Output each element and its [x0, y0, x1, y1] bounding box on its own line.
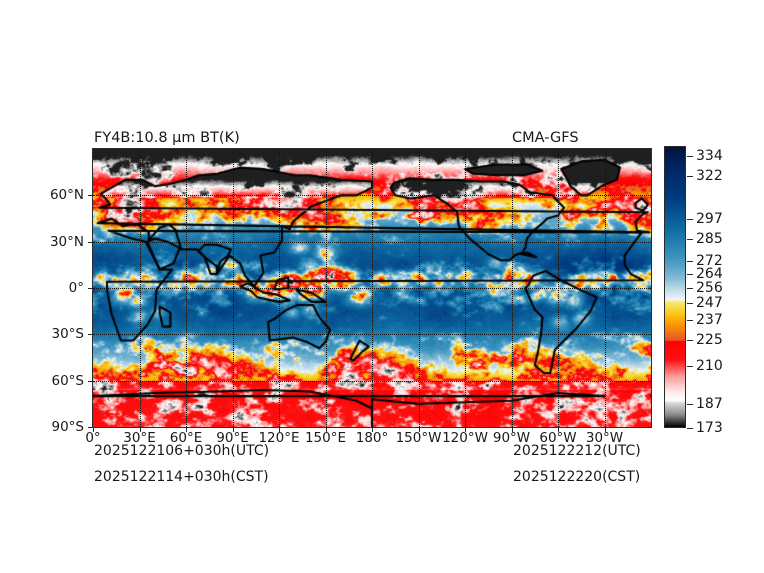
- colorbar-tick-label: 285: [696, 230, 723, 247]
- init-time-cst: 2025122114+030h(CST): [94, 469, 269, 485]
- x-axis-label: 120°E: [258, 430, 300, 446]
- colorbar-tick-label: 247: [696, 295, 723, 312]
- x-axis-label: 30°E: [123, 430, 156, 446]
- brightness-temperature-heatmap: [93, 149, 651, 427]
- y-axis-tick: [88, 427, 92, 428]
- x-axis-label: 60°W: [539, 430, 577, 446]
- x-axis-tick: [186, 428, 187, 432]
- x-axis-tick: [558, 428, 559, 432]
- colorbar-tick: [687, 287, 693, 289]
- y-axis-label: 90°S: [51, 419, 85, 435]
- x-axis-tick: [139, 428, 141, 432]
- x-axis-label: 90°E: [216, 430, 249, 446]
- y-axis-tick: [88, 195, 92, 197]
- x-axis-tick: [232, 428, 234, 432]
- colorbar-tick-label: 237: [696, 311, 723, 328]
- colorbar[interactable]: [664, 146, 686, 428]
- x-axis-tick: [604, 428, 606, 432]
- colorbar-tick: [687, 238, 693, 240]
- y-axis-label: 30°S: [51, 326, 85, 343]
- x-axis-label: 60°E: [169, 430, 203, 446]
- page-title: FY4B:10.8 µm BT(K): [94, 130, 240, 146]
- x-axis-label: 120°W: [442, 430, 488, 446]
- colorbar-tick: [687, 260, 693, 262]
- colorbar-tick-label: 322: [696, 168, 723, 185]
- y-axis-label: 60°N: [49, 187, 84, 204]
- x-axis-tick: [325, 428, 327, 432]
- x-axis-tick: [418, 428, 420, 432]
- y-axis-tick: [88, 380, 92, 382]
- colorbar-tick: [687, 404, 693, 406]
- colorbar-tick-label: 334: [696, 148, 723, 165]
- colorbar-tick: [687, 340, 693, 342]
- x-axis-tick: [93, 428, 94, 432]
- x-axis-tick: [372, 428, 373, 432]
- x-axis-tick: [279, 428, 280, 432]
- model-label: CMA-GFS: [512, 130, 579, 146]
- colorbar-tick-label: 210: [696, 357, 723, 374]
- colorbar-tick: [687, 303, 693, 305]
- colorbar-tick-label: 187: [696, 396, 723, 413]
- x-axis-label: 150°E: [304, 430, 347, 446]
- x-axis-tick: [465, 428, 466, 432]
- y-axis-label: 0°: [68, 280, 84, 296]
- colorbar-tick: [687, 274, 693, 276]
- colorbar-tick: [687, 156, 693, 158]
- y-axis-tick: [88, 334, 92, 336]
- x-axis-label: 30°W: [585, 430, 624, 446]
- colorbar-tick-label: 297: [696, 210, 723, 227]
- colorbar-tick: [687, 428, 693, 429]
- colorbar-tick-label: 256: [696, 279, 723, 296]
- colorbar-tick: [687, 365, 693, 367]
- colorbar-tick-label: 264: [696, 266, 723, 283]
- y-axis-tick: [88, 288, 92, 289]
- map-plot-area[interactable]: [92, 148, 652, 428]
- valid-time-utc: 2025122212(UTC): [513, 443, 641, 459]
- colorbar-tick-label: 173: [696, 420, 723, 436]
- x-axis-label: 90°W: [492, 430, 531, 446]
- y-axis-label: 60°S: [51, 372, 85, 389]
- colorbar-gradient: [665, 147, 685, 427]
- x-axis-label: 0°: [85, 430, 101, 446]
- colorbar-tick-label: 225: [696, 332, 723, 349]
- init-time-utc: 2025122106+030h(UTC): [94, 443, 270, 459]
- colorbar-tick: [687, 218, 693, 220]
- colorbar-tick: [687, 176, 693, 178]
- x-axis-label: 180°: [355, 430, 389, 446]
- y-axis-label: 30°N: [49, 233, 84, 250]
- x-axis-label: 150°W: [395, 430, 442, 446]
- colorbar-tick-label: 272: [696, 252, 723, 269]
- valid-time-cst: 2025122220(CST): [513, 469, 641, 485]
- y-axis-tick: [88, 241, 92, 243]
- colorbar-tick: [687, 319, 693, 321]
- x-axis-tick: [511, 428, 513, 432]
